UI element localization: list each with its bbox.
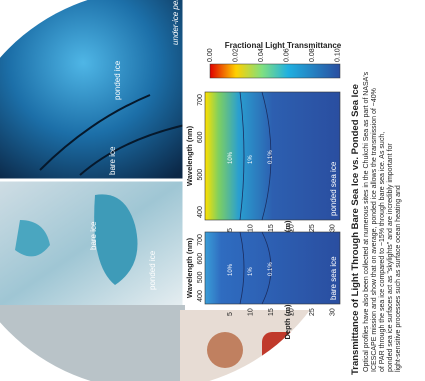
y-tick-label: 700 — [197, 234, 204, 246]
contour-label: 1% — [248, 155, 254, 164]
y-tick-label: 500 — [197, 169, 204, 181]
y-tick-label: 600 — [197, 131, 204, 143]
paragraph-line: light-sensitive processes such as surfac… — [395, 185, 402, 372]
x-tick-label: 5 — [227, 228, 234, 232]
contour-label: 1% — [248, 267, 254, 276]
colorbar-tick: 0.02 — [233, 48, 240, 62]
photo-label: ponded ice — [148, 250, 157, 290]
y-tick-label: 500 — [197, 271, 204, 283]
title: Transmittance of Light Through Bare Sea … — [350, 84, 361, 375]
contour-label: 10% — [228, 263, 234, 276]
photo-label: bare ice — [108, 146, 117, 175]
paragraph-line: ponded sea ice surfaces act as "skylight… — [387, 143, 394, 372]
panel-label: ponded sea ice — [329, 161, 338, 216]
contour-label: 0.1% — [268, 150, 274, 164]
x-tick-label: 15 — [268, 308, 275, 316]
x-tick-label: 25 — [309, 224, 316, 232]
y-tick-label: 600 — [197, 253, 204, 265]
colorbar-tick: 0.04 — [258, 48, 265, 62]
photo-label: bare ice — [89, 221, 98, 250]
y-tick-label: 400 — [197, 206, 204, 218]
colorbar-tick: 0.00 — [207, 48, 214, 62]
paragraph-line: of PAR through the sea ice compared to ~… — [379, 132, 386, 372]
x-tick-label: 5 — [227, 312, 234, 316]
photo-caption: under-ice perspective — [171, 0, 180, 45]
x-tick-label: 30 — [330, 308, 337, 316]
colorbar-tick: 0.08 — [309, 48, 316, 62]
axis-title: Depth (m) — [283, 304, 292, 339]
contour-label: 10% — [228, 151, 234, 164]
paragraph-line: Optical profiles have also been collecte… — [363, 71, 370, 372]
x-tick-label: 25 — [309, 308, 316, 316]
colorbar — [210, 64, 340, 78]
y-tick-label: 400 — [197, 290, 204, 302]
y-tick-label: 700 — [197, 94, 204, 106]
x-tick-label: 15 — [268, 224, 275, 232]
x-tick-label: 10 — [248, 308, 255, 316]
contour-label: 0.1% — [268, 262, 274, 276]
panel-label: bare sea ice — [329, 256, 338, 300]
x-tick-label: 10 — [248, 224, 255, 232]
colorbar-tick: 0.10 — [335, 48, 342, 62]
paragraph-line: ICESCAPE mission and show that on averag… — [371, 88, 378, 372]
x-tick-label: 30 — [330, 224, 337, 232]
photo-label: ponded ice — [113, 60, 122, 100]
colorbar-tick: 0.06 — [284, 48, 291, 62]
axis-title: Wavelength (nm) — [185, 125, 194, 186]
axis-title: Wavelength (nm) — [185, 237, 194, 298]
poster: under-ice perspective ponded ice bare ic… — [0, 0, 425, 381]
